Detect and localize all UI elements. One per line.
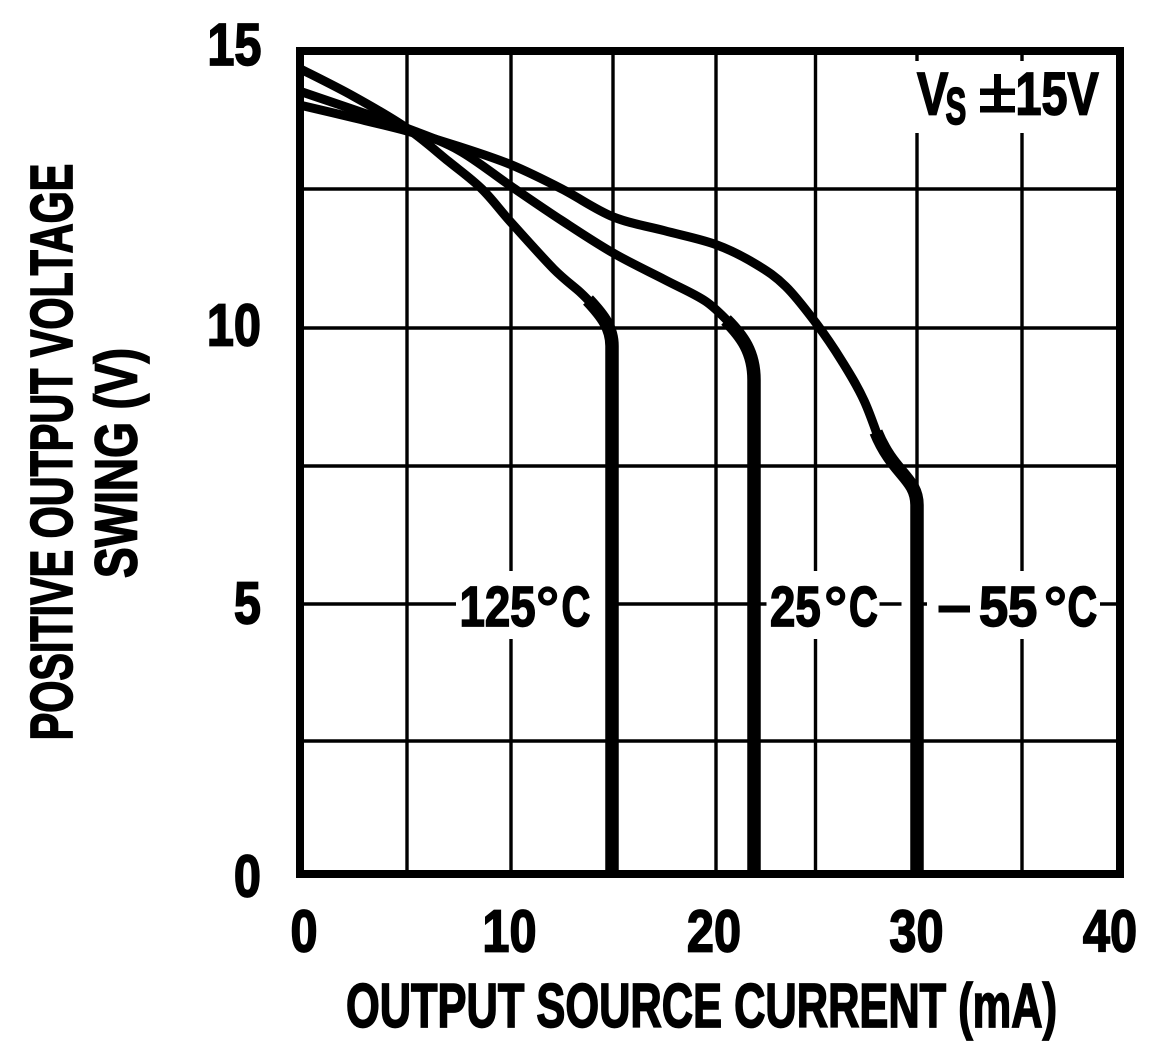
- svg-text:15V: 15V: [1016, 61, 1099, 128]
- svg-text:10: 10: [482, 899, 536, 964]
- svg-text:0: 0: [290, 899, 317, 964]
- svg-text:SWING (V): SWING (V): [84, 348, 150, 578]
- svg-text:10: 10: [207, 293, 261, 358]
- svg-text:0: 0: [234, 844, 261, 909]
- svg-text:5: 5: [234, 571, 261, 636]
- svg-text:V: V: [917, 61, 948, 128]
- svg-text:30: 30: [889, 899, 943, 964]
- svg-text:40: 40: [1083, 899, 1137, 964]
- svg-text:POSITIVE OUTPUT VOLTAGE: POSITIVE OUTPUT VOLTAGE: [19, 164, 85, 741]
- svg-text:20: 20: [687, 899, 741, 964]
- svg-text:C: C: [1068, 574, 1098, 638]
- svg-text:125: 125: [460, 574, 536, 638]
- svg-text:15: 15: [207, 12, 261, 77]
- svg-text:55: 55: [979, 574, 1037, 639]
- svg-text:C: C: [849, 575, 878, 639]
- svg-text:25: 25: [770, 574, 821, 638]
- svg-text:OUTPUT SOURCE CURRENT (mA): OUTPUT SOURCE CURRENT (mA): [346, 973, 1057, 1041]
- svg-text:C: C: [562, 575, 591, 639]
- svg-text:S: S: [946, 78, 967, 136]
